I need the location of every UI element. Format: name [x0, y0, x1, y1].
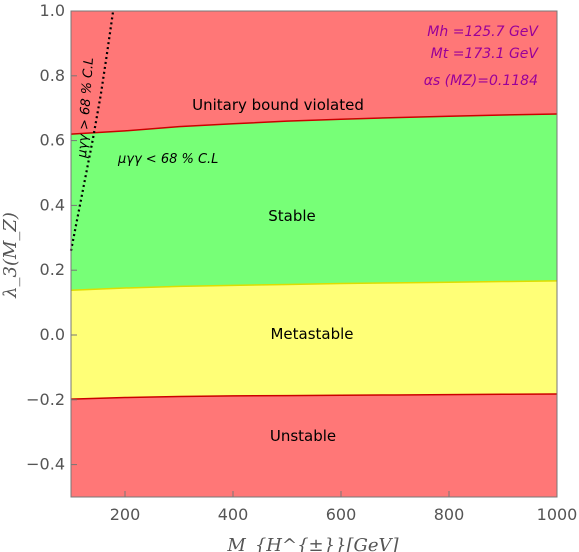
- y-tick-label: 0.8: [40, 66, 65, 85]
- x-tick-label: 600: [326, 505, 357, 524]
- plot-frame: [70, 10, 558, 498]
- param-mh: Mh =125.7 GeV: [427, 24, 539, 40]
- boundary-unitarity: [70, 113, 558, 135]
- y-axis-label: λ_3(M_Z): [0, 212, 21, 299]
- y-tick-label: 0.6: [40, 131, 65, 150]
- param-alphas: αs (MZ)=0.1184: [424, 73, 538, 89]
- region-metastable: [71, 280, 557, 400]
- x-tick-label: 1000: [537, 505, 578, 524]
- boundary-stability: [70, 280, 558, 292]
- y-tick-label: −0.4: [26, 455, 65, 474]
- y-tick-label: 1.0: [40, 1, 65, 20]
- axes-layer: 200 400 600 800 1000 −0.4 −0.2 0.0 0.2 0.4 0.6 0.8 1…: [26, 1, 577, 524]
- region-label-unstable: Unstable: [270, 427, 336, 445]
- region-label-metastable: Metastable: [270, 325, 353, 343]
- region-stable: [71, 114, 557, 291]
- x-tick-label: 200: [110, 505, 141, 524]
- y-tick-label: −0.2: [26, 390, 65, 409]
- y-tick-label: 0.2: [40, 260, 65, 279]
- regions-layer: [71, 11, 557, 497]
- x-tick-label: 800: [434, 505, 465, 524]
- region-label-unitary: Unitary bound violated: [192, 96, 364, 114]
- x-axis-label: M_{H^{±}}[GeV]: [226, 535, 399, 552]
- y-tick-label: 0.0: [40, 325, 65, 344]
- y-tick-label: 0.4: [40, 195, 65, 214]
- x-tick-label: 400: [218, 505, 249, 524]
- region-label-stable: Stable: [268, 207, 316, 225]
- region-unstable: [71, 393, 557, 497]
- annotation-mu-inside: μγγ < 68 % C.L: [117, 152, 218, 167]
- annotation-mu-outside: μγγ > 68 % C.L: [75, 57, 97, 159]
- param-mt: Mt =173.1 GeV: [431, 46, 540, 62]
- boundaries-layer: [69, 10, 558, 400]
- boundary-mu-gamma-gamma: [69, 10, 115, 251]
- boundary-metastability: [70, 393, 558, 400]
